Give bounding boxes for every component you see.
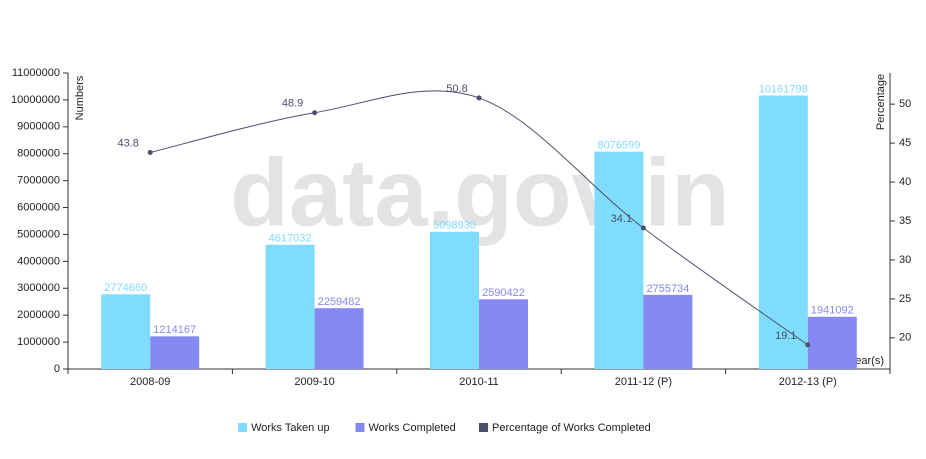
y-tick-label: 8000000 (17, 148, 60, 160)
bar (150, 336, 200, 369)
point-label: 34.1 (611, 213, 632, 225)
bar (430, 231, 479, 369)
line-point (805, 342, 811, 348)
y-tick-label: 0 (54, 363, 60, 375)
bar-label: 8076599 (597, 140, 640, 152)
bar-label: 1941092 (811, 305, 854, 317)
y2-tick-label: 25 (899, 293, 911, 305)
x-tick-label: 2008-09 (130, 376, 170, 388)
legend-label[interactable]: Works Completed (369, 422, 456, 434)
y-tick-label: 7000000 (17, 175, 60, 187)
y-tick-label: 3000000 (17, 282, 60, 294)
bar-label: 1214167 (153, 324, 196, 336)
y-tick-label: 11000000 (12, 67, 60, 79)
y-tick-label: 4000000 (17, 255, 60, 267)
watermark: data.gov.in (230, 139, 730, 246)
y2-tick-label: 35 (899, 215, 911, 227)
y2-axis-label: Percentage (875, 74, 887, 130)
y-tick-label: 10000000 (11, 94, 60, 106)
bar-label: 2774660 (104, 282, 147, 294)
bar-label: 10161798 (759, 83, 808, 95)
point-label: 19.1 (775, 330, 796, 342)
x-tick-label: 2010-11 (459, 376, 499, 388)
line-point (312, 110, 318, 116)
y-tick-label: 5000000 (17, 228, 60, 240)
legend-label[interactable]: Percentage of Works Completed (492, 422, 651, 434)
bar-label: 2755734 (646, 283, 689, 295)
y2-tick-label: 45 (899, 137, 911, 149)
x-tick-label: 2009-10 (294, 376, 334, 388)
bar (643, 294, 693, 369)
y-tick-label: 6000000 (17, 201, 60, 213)
bar-label: 4617032 (269, 233, 312, 245)
legend-swatch[interactable] (238, 423, 248, 432)
bar (314, 308, 364, 369)
y2-tick-label: 50 (899, 98, 911, 110)
x-tick-label: 2012-13 (P) (779, 376, 837, 388)
y-tick-label: 9000000 (17, 121, 60, 133)
legend-swatch[interactable] (479, 423, 488, 432)
point-label: 50.8 (446, 83, 467, 95)
y2-tick-label: 30 (899, 254, 911, 266)
x-tick-label: 2011-12 (P) (615, 376, 672, 388)
bar (594, 151, 644, 369)
line-point (476, 95, 482, 101)
bar (101, 294, 151, 369)
point-label: 43.8 (117, 137, 138, 149)
bar-label: 2590422 (482, 287, 525, 299)
line-point (147, 149, 153, 155)
y2-tick-label: 20 (899, 332, 911, 344)
bar (758, 95, 808, 370)
bar (479, 299, 528, 369)
bar-label: 2259482 (318, 296, 361, 308)
bar-label: 5098930 (433, 220, 476, 232)
legend-swatch[interactable] (355, 423, 365, 432)
y-axis-label: Numbers (74, 75, 86, 120)
legend-label[interactable]: Works Taken up (251, 422, 329, 434)
bar (807, 316, 857, 369)
y-tick-label: 1000000 (17, 336, 60, 348)
x-axis-label: Year(s) (849, 355, 884, 367)
line-point (640, 225, 646, 231)
y-tick-label: 2000000 (17, 309, 60, 321)
bar (265, 244, 315, 369)
point-label: 48.9 (282, 98, 303, 110)
y2-tick-label: 40 (899, 176, 911, 188)
